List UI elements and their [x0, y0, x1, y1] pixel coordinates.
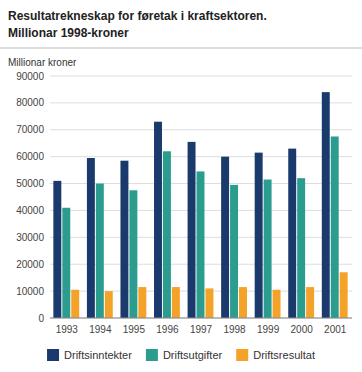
- bar: [105, 291, 113, 318]
- bar: [163, 151, 171, 318]
- bar: [205, 288, 213, 318]
- bar: [129, 190, 137, 318]
- bar: [297, 178, 305, 318]
- legend-swatch: [146, 349, 158, 361]
- y-tick-label: 60000: [16, 151, 44, 162]
- bar: [87, 158, 95, 318]
- bar: [255, 153, 263, 318]
- bar: [288, 149, 296, 318]
- legend-item: Driftsutgifter: [146, 349, 223, 361]
- legend-item: Driftsresultat: [236, 349, 315, 361]
- y-axis-label: Millionar kroner: [8, 57, 77, 68]
- bar: [154, 122, 162, 318]
- x-tick-label: 1997: [190, 324, 213, 335]
- bar: [230, 185, 238, 318]
- chart-container: Resultatrekneskap for føretak i kraftsek…: [0, 0, 362, 372]
- y-tick-label: 10000: [16, 286, 44, 297]
- x-tick-label: 2001: [324, 324, 347, 335]
- title: Resultatrekneskap for føretak i kraftsek…: [8, 9, 267, 23]
- y-tick-label: 80000: [16, 97, 44, 108]
- y-tick-label: 90000: [16, 71, 44, 82]
- bar: [62, 208, 70, 318]
- y-tick-label: 50000: [16, 178, 44, 189]
- x-tick-label: 1999: [257, 324, 280, 335]
- bar: [221, 157, 229, 318]
- y-tick-label: 20000: [16, 259, 44, 270]
- x-tick-label: 1995: [123, 324, 146, 335]
- grid-line: [50, 102, 352, 103]
- grid-line: [50, 129, 352, 130]
- legend-swatch: [236, 349, 248, 361]
- bar: [264, 180, 272, 318]
- bar: [71, 290, 79, 318]
- bar: [239, 287, 247, 318]
- y-tick-label: 40000: [16, 205, 44, 216]
- x-tick-label: 2000: [291, 324, 314, 335]
- x-tick-label: 1993: [56, 324, 79, 335]
- bar: [306, 287, 314, 318]
- legend-swatch: [47, 349, 59, 361]
- bar: [340, 272, 348, 318]
- bar: [322, 92, 330, 318]
- subtitle: Millionar 1998-kroner: [8, 26, 129, 40]
- bar: [273, 290, 281, 318]
- x-tick-label: 1994: [89, 324, 112, 335]
- y-tick-label: 0: [38, 313, 44, 324]
- x-tick-label: 1998: [223, 324, 246, 335]
- y-tick-label: 30000: [16, 232, 44, 243]
- grid-line: [50, 76, 352, 77]
- background: [0, 0, 362, 372]
- bar: [120, 161, 128, 318]
- grid-line: [50, 156, 352, 157]
- x-tick-label: 1996: [156, 324, 179, 335]
- legend-label: Driftsutgifter: [163, 349, 223, 361]
- y-tick-label: 70000: [16, 124, 44, 135]
- bars: [53, 92, 347, 318]
- bar: [197, 171, 205, 318]
- bar: [331, 137, 339, 319]
- title-separator: [0, 48, 362, 49]
- chart: Resultatrekneskap for føretak i kraftsek…: [0, 0, 362, 372]
- y-grid: [50, 76, 352, 318]
- legend-label: Driftsinntekter: [64, 349, 132, 361]
- legend: Driftsinntekter Driftsutgifter Driftsresul…: [47, 349, 315, 361]
- bar: [138, 287, 146, 318]
- bar: [96, 184, 104, 318]
- legend-label: Driftsresultat: [253, 349, 315, 361]
- bar: [188, 142, 196, 318]
- bar: [53, 181, 61, 318]
- grid-line: [50, 318, 352, 319]
- x-axis-line: [50, 318, 352, 319]
- legend-item: Driftsinntekter: [47, 349, 132, 361]
- bar: [172, 287, 180, 318]
